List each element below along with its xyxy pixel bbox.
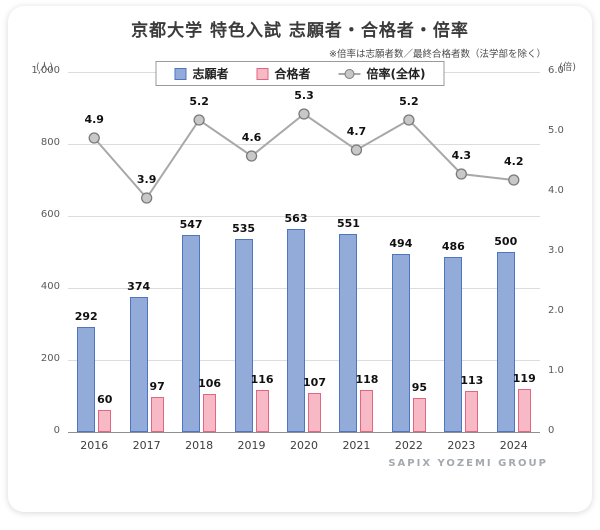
footer-brand: SAPIX YOZEMI GROUP xyxy=(388,458,548,469)
applicants-value-label: 486 xyxy=(441,240,465,254)
left-axis-tick: 0 xyxy=(53,425,60,436)
accepted-bar xyxy=(203,393,217,432)
ratio-marker-icon xyxy=(403,114,415,126)
ratio-value-label: 4.7 xyxy=(346,125,367,138)
chart-card: 京都大学 特色入試 志願者・合格者・倍率 ※倍率は志願者数／最終合格者数（法学部… xyxy=(8,6,592,512)
left-axis-tick: 200 xyxy=(40,353,60,364)
applicants-value-label: 494 xyxy=(389,237,413,251)
applicants-bar xyxy=(287,229,305,432)
accepted-value-label: 60 xyxy=(97,393,113,407)
right-axis-tick: 5.0 xyxy=(548,125,564,136)
ratio-marker-icon xyxy=(141,192,153,204)
ratio-line-icon xyxy=(338,68,361,79)
accepted-bar xyxy=(465,391,479,432)
applicants-value-label: 563 xyxy=(284,212,308,226)
right-axis-tick: 3.0 xyxy=(548,245,564,256)
applicants-bar xyxy=(496,252,515,432)
ratio-value-label: 5.2 xyxy=(189,95,209,108)
accepted-bar xyxy=(517,389,531,432)
ratio-value-label: 4.3 xyxy=(451,149,472,162)
left-axis-tick: 1,000 xyxy=(31,65,60,76)
accepted-bar xyxy=(98,410,112,432)
right-axis-tick: 1.0 xyxy=(548,365,564,376)
applicants-bar xyxy=(182,235,201,432)
gridline xyxy=(68,215,540,217)
accepted-value-label: 116 xyxy=(250,373,274,387)
legend-label-accepted: 合格者 xyxy=(274,67,311,81)
applicants-value-label: 551 xyxy=(336,216,360,230)
legend: 志願者 合格者 倍率(全体) xyxy=(155,61,445,86)
plot-area: 1,000 800 600 400 200 0 6.0 5.0 4.0 3.0 2.0 1.0 0 292… xyxy=(31,65,564,452)
legend-item-applicants: 志願者 xyxy=(174,65,229,82)
accepted-value-label: 95 xyxy=(411,380,428,394)
x-axis-label: 2018 xyxy=(185,439,214,452)
applicants-value-label: 547 xyxy=(179,218,203,232)
x-axis-label: 2022 xyxy=(394,439,423,452)
accepted-bar xyxy=(308,393,321,432)
ratio-line xyxy=(88,108,520,204)
gridline xyxy=(68,431,540,433)
applicants-bar xyxy=(444,257,463,432)
x-axis-label: 2024 xyxy=(499,439,528,452)
accepted-bar xyxy=(255,390,269,432)
ratio-marker-icon xyxy=(245,150,258,162)
ratio-value-label: 5.3 xyxy=(294,89,314,102)
left-axis-tick: 600 xyxy=(40,209,60,220)
accepted-bar xyxy=(360,389,374,432)
accepted-swatch-icon xyxy=(256,67,269,80)
ratio-value-label: 4.6 xyxy=(241,131,262,144)
x-axis-label: 2016 xyxy=(80,439,109,452)
ratio-value-label: 4.2 xyxy=(504,155,524,168)
right-axis-tick: 6.0 xyxy=(548,65,564,76)
x-axis-label: 2020 xyxy=(290,439,318,452)
ratio-marker-icon xyxy=(193,114,205,126)
right-axis-tick: 0 xyxy=(548,425,555,436)
applicants-bar xyxy=(391,254,410,432)
applicants-value-label: 500 xyxy=(494,235,518,248)
accepted-value-label: 106 xyxy=(198,376,222,390)
applicants-bar xyxy=(234,239,253,432)
legend-label-ratio: 倍率(全体) xyxy=(366,67,426,81)
ratio-marker-icon xyxy=(88,132,100,144)
applicants-value-label: 292 xyxy=(74,309,98,323)
applicants-bar xyxy=(339,233,358,432)
right-axis-unit: (倍) xyxy=(559,62,576,73)
accepted-value-label: 107 xyxy=(303,376,326,390)
ratio-value-label: 5.2 xyxy=(399,95,419,108)
left-axis-tick: 800 xyxy=(40,137,60,148)
left-axis-tick: 400 xyxy=(40,281,60,292)
applicants-bar xyxy=(129,297,148,432)
right-axis-tick: 2.0 xyxy=(548,305,564,316)
ratio-value-label: 3.9 xyxy=(136,173,157,186)
chart-title: 京都大学 特色入試 志願者・合格者・倍率 xyxy=(131,21,469,41)
accepted-value-label: 97 xyxy=(149,380,165,394)
ratio-marker-icon xyxy=(455,168,467,180)
legend-item-accepted: 合格者 xyxy=(256,65,311,82)
left-axis-unit: (人) xyxy=(36,62,53,73)
ratio-value-label: 4.9 xyxy=(84,113,104,126)
x-axis-label: 2023 xyxy=(447,439,476,452)
legend-item-ratio: 倍率(全体) xyxy=(338,65,426,82)
ratio-marker-icon xyxy=(350,144,363,156)
accepted-value-label: 119 xyxy=(512,372,536,386)
accepted-bar xyxy=(150,397,164,432)
x-axis-label: 2017 xyxy=(132,439,161,452)
x-axis-label: 2019 xyxy=(237,439,266,452)
accepted-value-label: 118 xyxy=(355,372,379,386)
right-axis-tick: 4.0 xyxy=(548,185,564,196)
chart-note: ※倍率は志願者数／最終合格者数（法学部を除く） xyxy=(329,49,546,60)
ratio-marker-icon xyxy=(508,174,520,186)
applicants-value-label: 374 xyxy=(127,280,151,294)
applicants-bar xyxy=(77,326,96,432)
ratio-marker-icon xyxy=(298,108,310,120)
applicants-value-label: 535 xyxy=(232,222,256,236)
applicants-swatch-icon xyxy=(174,67,187,80)
accepted-value-label: 113 xyxy=(460,374,484,388)
accepted-bar xyxy=(412,397,426,432)
legend-label-applicants: 志願者 xyxy=(192,67,229,81)
gridline xyxy=(68,143,540,145)
x-axis-label: 2021 xyxy=(342,439,371,452)
